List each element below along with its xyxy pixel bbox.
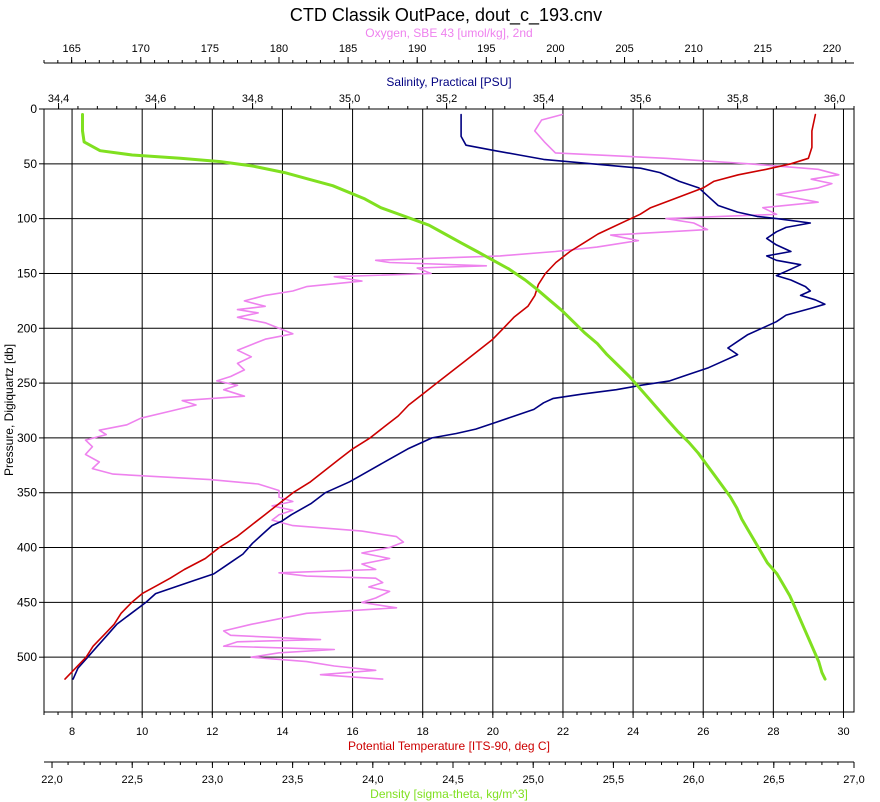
salinity-tick-label: 34,4 [48,93,69,105]
salinity-series-line [72,113,826,680]
temperature-tick-label: 14 [276,726,288,738]
oxygen-axis: 165 170 175 180 185 190 195 200 205 210 215 220 Oxyg… [43,26,854,64]
density-tick-label: 22,5 [122,774,143,786]
oxygen-tick-label: 215 [754,43,772,55]
oxygen-tick-label: 175 [201,43,219,55]
oxygen-tick-label: 180 [270,43,288,55]
y-tick-label: 300 [17,431,37,445]
oxygen-tick-label: 165 [62,43,80,55]
density-axis: 22,0 22,5 23,0 23,5 24,0 24,5 25,0 25,5 26,0 26,5… [41,761,865,801]
density-tick-label: 24,0 [362,774,383,786]
temperature-series-line [64,113,817,680]
temperature-tick-label: 10 [136,726,148,738]
temperature-tick-label: 18 [417,726,429,738]
density-tick-label: 26,0 [683,774,704,786]
temperature-tick-label: 26 [697,726,709,738]
oxygen-tick-label: 185 [339,43,357,55]
density-tick-label: 25,5 [603,774,624,786]
temperature-tick-label: 8 [69,726,75,738]
temperature-tick-label: 30 [837,726,849,738]
y-tick-label: 400 [17,541,37,555]
density-axis-label: Density [sigma-theta, kg/m^3] [370,787,528,801]
temperature-tick-label: 16 [346,726,358,738]
density-tick-label: 23,0 [202,774,223,786]
oxygen-tick-label: 205 [615,43,633,55]
oxygen-tick-label: 190 [408,43,426,55]
y-tick-label: 50 [24,157,38,171]
salinity-tick-label: 35,4 [533,93,554,105]
temperature-axis: 8 10 12 14 16 18 20 22 24 26 28 30 Potential Tempera… [43,712,850,753]
oxygen-tick-label: 170 [132,43,150,55]
y-tick-label: 450 [17,595,37,609]
salinity-tick-label: 35,6 [630,93,651,105]
salinity-tick-label: 35,0 [339,93,360,105]
y-axis-label: Pressure, Digiquartz [db] [2,344,16,476]
oxygen-tick-label: 200 [546,43,564,55]
density-tick-label: 23,5 [282,774,303,786]
salinity-tick-label: 34,6 [145,93,166,105]
density-tick-label: 22,0 [41,774,62,786]
density-tick-label: 24,5 [442,774,463,786]
grid-lines [44,109,854,712]
oxygen-series-line [84,113,840,680]
density-tick-label: 26,5 [763,774,784,786]
chart-title: CTD Classik OutPace, dout_c_193.cnv [290,5,602,26]
y-tick-label: 0 [30,102,37,116]
temperature-tick-label: 22 [557,726,569,738]
y-tick-label: 200 [17,321,37,335]
density-tick-label: 27,0 [843,774,864,786]
salinity-tick-label: 35,8 [727,93,748,105]
temperature-tick-label: 28 [767,726,779,738]
density-tick-label: 25,0 [522,774,543,786]
oxygen-axis-label: Oxygen, SBE 43 [umol/kg], 2nd [365,26,532,40]
salinity-tick-label: 34,8 [242,93,263,105]
salinity-axis: 34,4 34,6 34,8 35,0 35,2 35,4 35,6 35,8 36,0 Sali… [48,75,855,109]
plot-frame [43,108,855,713]
temperature-tick-label: 12 [206,726,218,738]
y-tick-label: 350 [17,486,37,500]
y-tick-label: 100 [17,212,37,226]
oxygen-tick-label: 220 [823,43,841,55]
salinity-tick-label: 36,0 [824,93,845,105]
y-tick-label: 500 [17,650,37,664]
temperature-tick-label: 24 [627,726,639,738]
oxygen-tick-label: 195 [477,43,495,55]
y-tick-label: 150 [17,266,37,280]
temperature-axis-label: Potential Temperature [ITS-90, deg C] [348,739,550,753]
density-series-line [81,113,827,681]
y-tick-label: 250 [17,376,37,390]
oxygen-tick-label: 210 [684,43,702,55]
data-series [64,113,840,681]
salinity-axis-label: Salinity, Practical [PSU] [386,75,511,89]
temperature-tick-label: 20 [487,726,499,738]
salinity-tick-label: 35,2 [436,93,457,105]
